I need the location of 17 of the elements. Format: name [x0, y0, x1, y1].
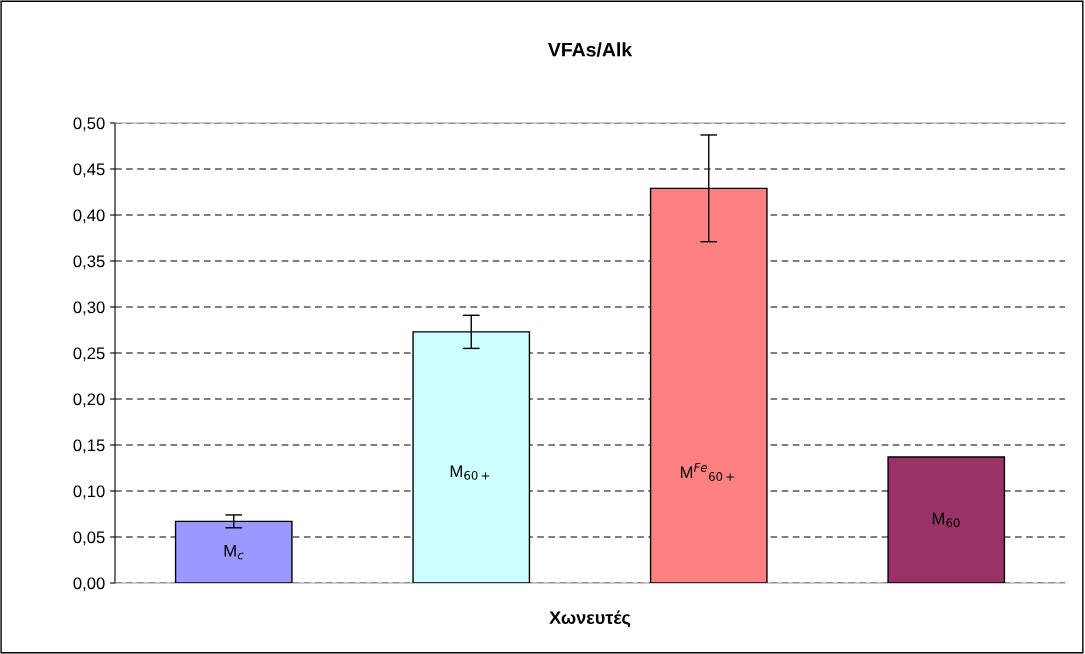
y-tick-label: 0,35 [73, 255, 105, 270]
x-axis-title: Χωνευτές [549, 610, 631, 628]
x-tick-label: M$^{Fe}$$_{60+}$ [680, 463, 734, 481]
y-tick-label: 0,05 [73, 531, 105, 546]
y-tick-label: 0,15 [73, 439, 105, 454]
y-tick-label: 0,50 [73, 117, 105, 132]
y-tick-label: 0,20 [73, 393, 105, 408]
y-tick-label: 0,00 [73, 577, 105, 592]
y-tick-label: 0,30 [73, 301, 105, 316]
chart-title: VFAs/Alk [547, 42, 633, 57]
x-tick-label: M$_{60+}$ [450, 465, 490, 480]
x-tick-label: M$_{60}$ [932, 512, 960, 528]
y-tick-label: 0,10 [73, 485, 105, 500]
y-tick-label: 0,40 [73, 209, 105, 224]
y-tick-label: 0,45 [73, 163, 105, 178]
x-tick-label: M$_{c}$ [224, 544, 244, 560]
y-tick-label: 0,25 [73, 347, 105, 362]
